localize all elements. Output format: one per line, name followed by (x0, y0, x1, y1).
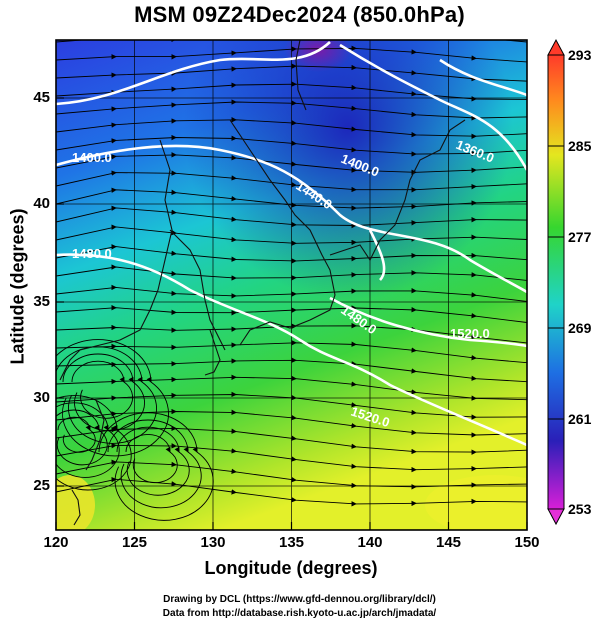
colorbar (547, 38, 565, 526)
streamline (116, 426, 190, 496)
y-tick-label: 35 (33, 293, 50, 310)
contour-label: 1400.0 (72, 150, 112, 165)
figure-title: MSM 09Z24Dec2024 (850.0hPa) (134, 2, 465, 27)
x-tick-label: 135 (278, 534, 305, 551)
streamline (56, 476, 527, 507)
streamline (56, 402, 120, 478)
streamline (56, 264, 527, 281)
streamline (56, 99, 527, 121)
height-contours (56, 41, 527, 447)
contour-label: 1480.0 (72, 246, 112, 261)
colorbar-tick-label: 261 (568, 411, 592, 427)
credit-line-data: Data from http://database.rish.kyoto-u.a… (162, 608, 437, 619)
streamline (56, 45, 527, 63)
x-tick-label: 120 (43, 534, 69, 551)
x-tick-label: 125 (121, 534, 148, 551)
streamline (62, 353, 145, 432)
streamline (56, 284, 527, 302)
streamline (56, 340, 527, 364)
colorbar-tick-label: 277 (568, 229, 592, 245)
colorbar-tick-label: 293 (568, 47, 592, 63)
x-tick-label: 140 (357, 534, 383, 551)
streamline (56, 304, 527, 323)
y-axis-label: Latitude (degrees) (7, 208, 28, 365)
wind-streamlines (56, 40, 527, 521)
contour-label: 1520.0 (450, 326, 490, 341)
streamline (57, 416, 96, 453)
credit-line-drawing: Drawing by DCL (https://www.gfd-dennou.o… (163, 594, 436, 605)
streamline (56, 81, 527, 102)
streamline (56, 339, 169, 457)
streamline (56, 244, 527, 264)
y-tick-label: 25 (33, 477, 50, 494)
streamline (107, 419, 202, 509)
streamline (71, 360, 134, 419)
streamline (56, 409, 108, 466)
x-tick-label: 145 (435, 534, 462, 551)
x-axis-label: Longitude (degrees) (204, 558, 378, 578)
colorbar-tick-label: 285 (568, 138, 592, 154)
streamline (56, 224, 527, 246)
y-tick-label: 30 (33, 389, 50, 406)
coastlines (59, 40, 466, 526)
colorbar-tick-label: 253 (568, 501, 592, 517)
streamline (98, 412, 214, 521)
x-tick-label: 150 (514, 534, 540, 551)
colorbar-tick-label: 269 (568, 320, 592, 336)
streamline (125, 433, 178, 484)
streamline (56, 170, 527, 193)
streamline (56, 187, 527, 211)
y-tick-label: 40 (33, 195, 50, 212)
x-tick-label: 130 (200, 534, 226, 551)
y-tick-label: 45 (33, 89, 50, 106)
